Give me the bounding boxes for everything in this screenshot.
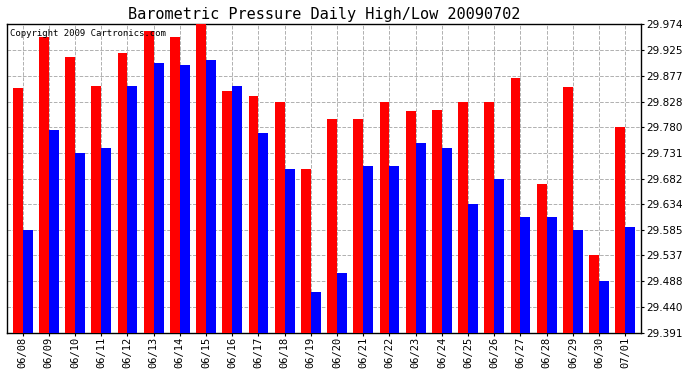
Bar bbox=[625, 228, 635, 333]
Bar bbox=[170, 37, 180, 333]
Bar bbox=[520, 217, 531, 333]
Bar bbox=[353, 118, 363, 333]
Bar bbox=[23, 230, 32, 333]
Bar bbox=[65, 57, 75, 333]
Bar bbox=[380, 102, 389, 333]
Bar bbox=[259, 134, 268, 333]
Bar bbox=[406, 111, 415, 333]
Bar bbox=[573, 230, 583, 333]
Bar bbox=[285, 170, 295, 333]
Bar bbox=[589, 255, 599, 333]
Bar bbox=[222, 91, 233, 333]
Bar bbox=[432, 110, 442, 333]
Bar bbox=[442, 148, 452, 333]
Bar bbox=[484, 102, 494, 333]
Bar bbox=[144, 31, 154, 333]
Bar bbox=[128, 86, 137, 333]
Bar bbox=[196, 24, 206, 333]
Bar bbox=[415, 143, 426, 333]
Bar bbox=[301, 170, 311, 333]
Bar bbox=[363, 166, 373, 333]
Bar bbox=[389, 166, 400, 333]
Title: Barometric Pressure Daily High/Low 20090702: Barometric Pressure Daily High/Low 20090… bbox=[128, 7, 520, 22]
Bar bbox=[180, 65, 190, 333]
Bar bbox=[39, 37, 49, 333]
Bar bbox=[233, 86, 242, 333]
Bar bbox=[117, 53, 128, 333]
Bar bbox=[563, 87, 573, 333]
Bar bbox=[468, 204, 478, 333]
Bar bbox=[337, 273, 347, 333]
Bar bbox=[327, 118, 337, 333]
Bar bbox=[599, 281, 609, 333]
Bar bbox=[311, 292, 321, 333]
Bar bbox=[49, 130, 59, 333]
Bar bbox=[101, 148, 111, 333]
Bar bbox=[206, 60, 216, 333]
Bar bbox=[546, 217, 557, 333]
Text: Copyright 2009 Cartronics.com: Copyright 2009 Cartronics.com bbox=[10, 29, 166, 38]
Bar bbox=[75, 153, 85, 333]
Bar bbox=[458, 102, 468, 333]
Bar bbox=[615, 127, 625, 333]
Bar bbox=[154, 63, 164, 333]
Bar bbox=[248, 96, 259, 333]
Bar bbox=[537, 184, 546, 333]
Bar bbox=[494, 179, 504, 333]
Bar bbox=[275, 102, 285, 333]
Bar bbox=[12, 88, 23, 333]
Bar bbox=[91, 86, 101, 333]
Bar bbox=[511, 78, 520, 333]
